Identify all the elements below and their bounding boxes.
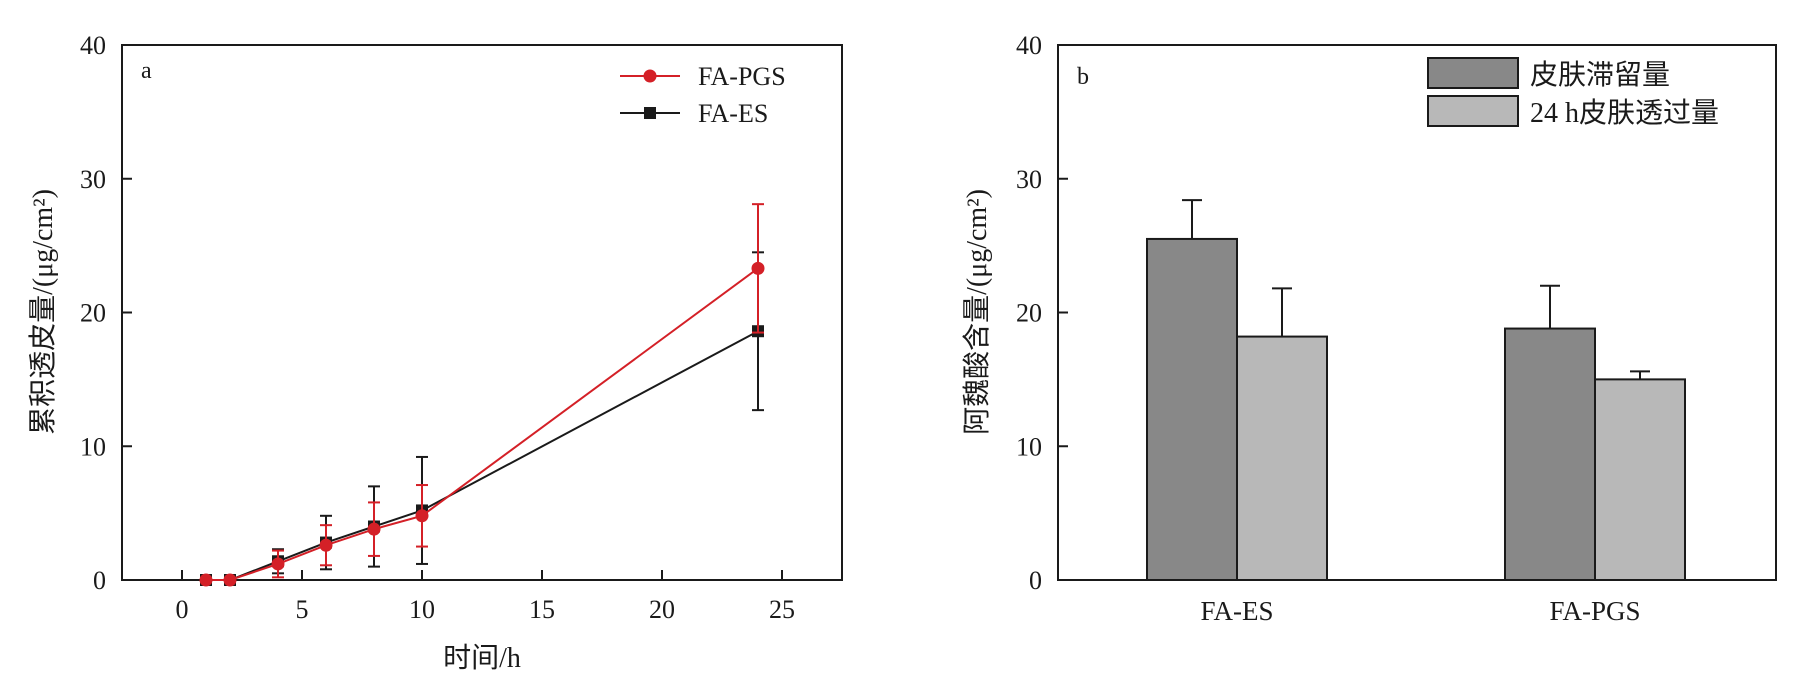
panel-a-x-axis-label: 时间/h bbox=[443, 642, 521, 674]
bar-group-item bbox=[1236, 287, 1328, 582]
panel-b-y-axis-label: 阿魏酸含量/(μg/cm²) bbox=[961, 189, 993, 435]
y-tick-label: 0 bbox=[93, 566, 106, 595]
panel-a-x-axis: 0 5 10 15 20 25 bbox=[176, 570, 795, 624]
y-tick-label: 30 bbox=[1016, 165, 1042, 194]
panel-b-y-axis: 0 10 20 30 40 bbox=[1016, 31, 1068, 595]
x-tick-label: 25 bbox=[769, 595, 795, 624]
series-line bbox=[206, 330, 759, 581]
legend-label: FA-ES bbox=[698, 99, 768, 128]
series-line bbox=[206, 267, 759, 581]
bar bbox=[1594, 378, 1686, 581]
panel-b-chart: b 0 10 20 30 40 FA-ES FA-PGS 阿魏酸含量/(μg/cm²) 皮… bbox=[961, 31, 1777, 626]
x-tick-label: 20 bbox=[649, 595, 675, 624]
y-tick-label: 40 bbox=[80, 31, 106, 60]
legend-swatch bbox=[1427, 95, 1519, 127]
data-point bbox=[751, 261, 765, 275]
panel-a-y-axis-label: 累积透皮量/(μg/cm²) bbox=[27, 189, 59, 435]
x-tick-label: 15 bbox=[529, 595, 555, 624]
panel-a-y-axis: 0 10 20 30 40 bbox=[80, 31, 132, 595]
data-point bbox=[367, 522, 381, 536]
x-tick-label: 0 bbox=[176, 595, 189, 624]
bar-group-item bbox=[1594, 370, 1686, 581]
bar-group-item bbox=[1146, 199, 1238, 581]
y-tick-label: 0 bbox=[1029, 566, 1042, 595]
data-point bbox=[199, 573, 213, 587]
series-fa-es bbox=[200, 251, 764, 586]
data-point bbox=[415, 509, 429, 523]
x-tick-label: 10 bbox=[409, 595, 435, 624]
series-fa-pgs bbox=[199, 203, 765, 587]
legend-label: FA-PGS bbox=[698, 62, 786, 91]
bar bbox=[1504, 327, 1596, 581]
legend-swatch bbox=[1427, 57, 1519, 89]
y-tick-label: 10 bbox=[1016, 432, 1042, 461]
y-tick-label: 30 bbox=[80, 165, 106, 194]
panel-b-legend: 皮肤滞留量 24 h皮肤透过量 bbox=[1427, 57, 1719, 129]
y-tick-label: 20 bbox=[80, 299, 106, 328]
data-point bbox=[271, 557, 285, 571]
y-tick-label: 10 bbox=[80, 432, 106, 461]
x-category-label: FA-PGS bbox=[1549, 596, 1640, 626]
bar-group-item bbox=[1504, 284, 1596, 581]
legend-marker bbox=[644, 107, 656, 119]
legend-marker bbox=[643, 69, 657, 83]
x-category-label: FA-ES bbox=[1200, 596, 1273, 626]
panel-b-x-axis: FA-ES FA-PGS bbox=[1200, 596, 1640, 626]
panel-b-letter: b bbox=[1077, 64, 1089, 90]
panel-b-bars bbox=[1146, 199, 1686, 582]
data-point bbox=[319, 538, 333, 552]
x-tick-label: 5 bbox=[296, 595, 309, 624]
panel-a-chart: a 0 10 20 30 40 0 5 10 15 20 25 时间/h 累积透皮量/(μg/cm… bbox=[27, 31, 843, 674]
data-point bbox=[223, 573, 237, 587]
legend-label: 皮肤滞留量 bbox=[1530, 59, 1670, 91]
panel-a-letter: a bbox=[141, 58, 152, 84]
legend-label: 24 h皮肤透过量 bbox=[1530, 97, 1719, 129]
bar bbox=[1236, 335, 1328, 582]
y-tick-label: 40 bbox=[1016, 31, 1042, 60]
panel-a-legend: FA-PGS FA-ES bbox=[620, 62, 786, 128]
panel-a-series bbox=[199, 203, 765, 587]
y-tick-label: 20 bbox=[1016, 299, 1042, 328]
bar bbox=[1146, 237, 1238, 581]
